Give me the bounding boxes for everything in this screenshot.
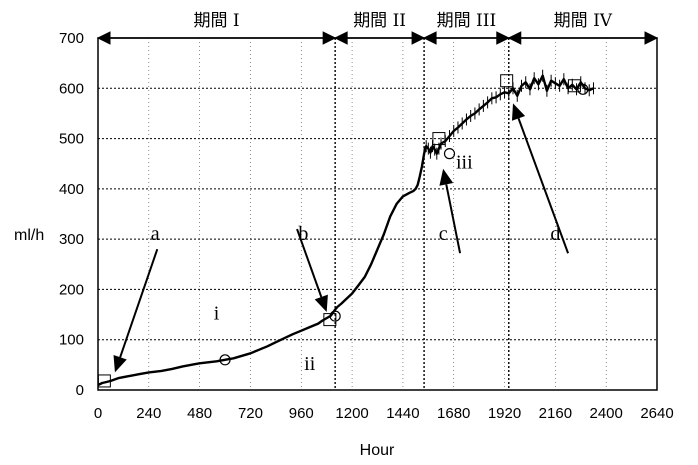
period-arrow-head-right — [322, 31, 337, 45]
x-tick-labels: 0 240 480 720 960 1200 1440 1680 1920 2160 2400 264… — [94, 405, 674, 422]
period-label: 期間 II — [353, 11, 406, 31]
annotation-arrow-head — [439, 168, 454, 186]
x-axis-title: Hour — [360, 442, 395, 459]
annotation-arrows — [113, 103, 570, 373]
y-tick-label: 700 — [59, 30, 84, 47]
annotation-arrow-line — [517, 118, 570, 254]
series-layer — [97, 69, 595, 387]
y-tick-label: 100 — [59, 332, 84, 349]
circle-marker — [329, 310, 341, 322]
series-line — [97, 74, 595, 387]
period-arrow-head-right — [496, 31, 510, 45]
annotation-arrow-head — [314, 294, 328, 313]
annotation-label: i — [214, 303, 220, 325]
x-tick-label: 240 — [136, 405, 161, 422]
square-marker — [432, 132, 446, 146]
annotation-label: b — [298, 223, 308, 245]
x-tick-label: 720 — [238, 405, 263, 422]
x-tick-label: 1440 — [386, 405, 419, 422]
markers-layer — [97, 74, 589, 388]
annotation-arrow-line — [296, 228, 323, 298]
period-arrow-head-left — [334, 31, 348, 45]
annotation-label: c — [439, 223, 448, 245]
y-tick-label: 500 — [59, 131, 84, 148]
circle-marker — [443, 148, 456, 160]
y-tick-label: 200 — [59, 281, 84, 298]
x-tick-label: 1200 — [335, 405, 368, 422]
y-axis-title: ml/h — [14, 227, 44, 244]
period-labels: 期間 I 期間 II 期間 III 期間 IV — [194, 11, 613, 31]
period-label: 期間 IV — [554, 11, 613, 31]
grid — [98, 38, 657, 390]
period-arrow-head-right — [644, 31, 659, 45]
x-tick-label: 960 — [289, 405, 314, 422]
plot-area — [97, 37, 658, 391]
period-arrow-head-left — [507, 31, 522, 45]
x-tick-label: 2160 — [539, 405, 572, 422]
y-tick-labels: 0 100 200 300 400 500 600 700 — [59, 30, 84, 399]
square-marker — [500, 74, 514, 88]
period-arrows — [96, 31, 659, 45]
x-tick-label: 2400 — [589, 405, 622, 422]
square-marker — [97, 374, 111, 388]
annotation-label: iii — [456, 152, 473, 174]
x-tick-label: 1920 — [488, 405, 521, 422]
x-tick-label: 1680 — [437, 405, 470, 422]
annotation-arrow-line — [445, 184, 462, 254]
period-arrow-head-left — [96, 31, 111, 45]
annotation-label: a — [151, 223, 160, 245]
y-tick-label: 0 — [76, 382, 84, 399]
x-tick-label: 480 — [187, 405, 212, 422]
x-tick-label: 0 — [94, 405, 102, 422]
y-tick-label: 400 — [59, 181, 84, 198]
circle-marker — [577, 83, 589, 95]
y-tick-label: 300 — [59, 231, 84, 248]
period-arrow-head-right — [411, 31, 426, 45]
x-tick-label: 2640 — [640, 405, 673, 422]
period-label: 期間 I — [194, 11, 240, 31]
annotation-arrow-head — [113, 354, 127, 373]
annotation-arrow-head — [511, 103, 526, 121]
annotation-label: ii — [304, 353, 316, 375]
period-boundaries — [334, 38, 510, 390]
y-tick-label: 600 — [59, 80, 84, 97]
period-arrow-head-left — [422, 31, 437, 45]
annotation-arrow-line — [119, 248, 159, 358]
square-marker — [567, 79, 581, 93]
period-label: 期間 III — [437, 11, 497, 31]
annotation-label: d — [550, 223, 560, 245]
square-marker — [323, 313, 337, 327]
circle-marker — [219, 354, 231, 366]
